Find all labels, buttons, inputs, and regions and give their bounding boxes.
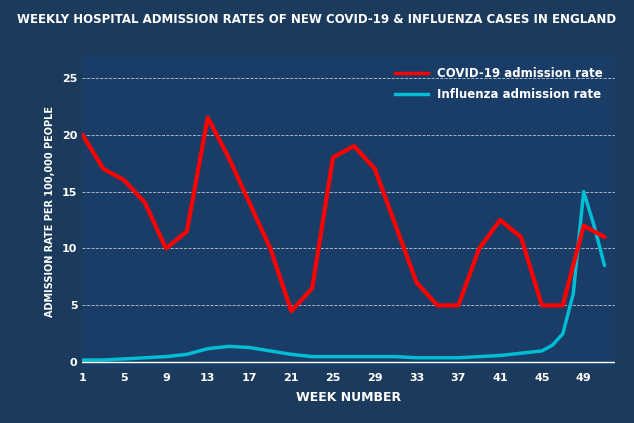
Y-axis label: ADMISSION RATE PER 100,000 PEOPLE: ADMISSION RATE PER 100,000 PEOPLE xyxy=(45,106,55,317)
X-axis label: WEEK NUMBER: WEEK NUMBER xyxy=(296,391,401,404)
Text: WEEKLY HOSPITAL ADMISSION RATES OF NEW COVID-19 & INFLUENZA CASES IN ENGLAND: WEEKLY HOSPITAL ADMISSION RATES OF NEW C… xyxy=(18,13,616,25)
Legend: COVID-19 admission rate, Influenza admission rate: COVID-19 admission rate, Influenza admis… xyxy=(389,61,609,107)
